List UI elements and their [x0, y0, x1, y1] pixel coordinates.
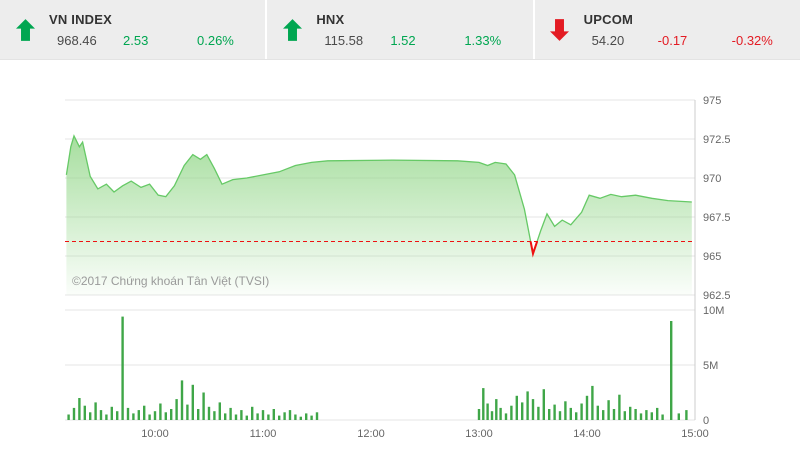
ticker-text: VN INDEX 968.46 2.53 0.26%	[49, 12, 234, 48]
svg-text:15:00: 15:00	[681, 428, 709, 440]
ticker-hnx[interactable]: HNX 115.58 1.52 1.33%	[267, 0, 535, 59]
index-name: HNX	[316, 11, 345, 27]
svg-text:10:00: 10:00	[141, 428, 169, 440]
svg-text:5M: 5M	[703, 360, 718, 372]
svg-text:967.5: 967.5	[703, 212, 731, 224]
svg-text:14:00: 14:00	[573, 428, 601, 440]
intraday-chart-canvas[interactable]: 975 972.5 970 967.5 965 962.5 10M 5M 0 10:00 11:00…	[0, 60, 800, 456]
svg-text:972.5: 972.5	[703, 134, 731, 146]
svg-text:11:00: 11:00	[250, 428, 277, 440]
svg-text:962.5: 962.5	[703, 290, 731, 302]
svg-text:13:00: 13:00	[465, 428, 493, 440]
ticker-text: UPCOM 54.20 -0.17 -0.32%	[584, 12, 773, 48]
index-name: UPCOM	[583, 11, 634, 27]
svg-text:970: 970	[703, 173, 721, 185]
index-value: 54.20	[591, 32, 625, 48]
svg-text:10M: 10M	[703, 305, 724, 317]
up-arrow-icon	[14, 18, 36, 42]
svg-text:975: 975	[703, 95, 721, 107]
ticker-vnindex[interactable]: VN INDEX 968.46 2.53 0.26%	[0, 0, 268, 59]
svg-text:965: 965	[703, 251, 721, 263]
index-value: 968.46	[57, 32, 97, 48]
price-volume-chart: 975 972.5 970 967.5 965 962.5 10M 5M 0 10:00 11:00…	[0, 60, 800, 456]
index-percent: -0.32%	[731, 32, 773, 48]
index-change: -0.17	[657, 32, 688, 48]
index-change: 1.52	[390, 32, 416, 48]
index-values: 54.20 -0.17 -0.32%	[584, 33, 773, 48]
down-arrow-icon	[549, 18, 571, 42]
index-percent: 0.26%	[197, 32, 234, 48]
index-change: 2.53	[123, 32, 149, 48]
index-values: 968.46 2.53 0.26%	[49, 33, 234, 48]
svg-text:0: 0	[703, 415, 709, 427]
ticker-text: HNX 115.58 1.52 1.33%	[316, 12, 501, 48]
ticker-upcom[interactable]: UPCOM 54.20 -0.17 -0.32%	[535, 0, 800, 59]
index-value: 115.58	[324, 32, 364, 48]
index-values: 115.58 1.52 1.33%	[316, 33, 501, 48]
index-name: VN INDEX	[49, 11, 113, 27]
svg-text:12:00: 12:00	[357, 428, 385, 440]
up-arrow-icon	[281, 18, 303, 42]
index-percent: 1.33%	[464, 32, 502, 48]
index-ticker-bar: VN INDEX 968.46 2.53 0.26% HNX 115.58 1.…	[0, 0, 800, 60]
